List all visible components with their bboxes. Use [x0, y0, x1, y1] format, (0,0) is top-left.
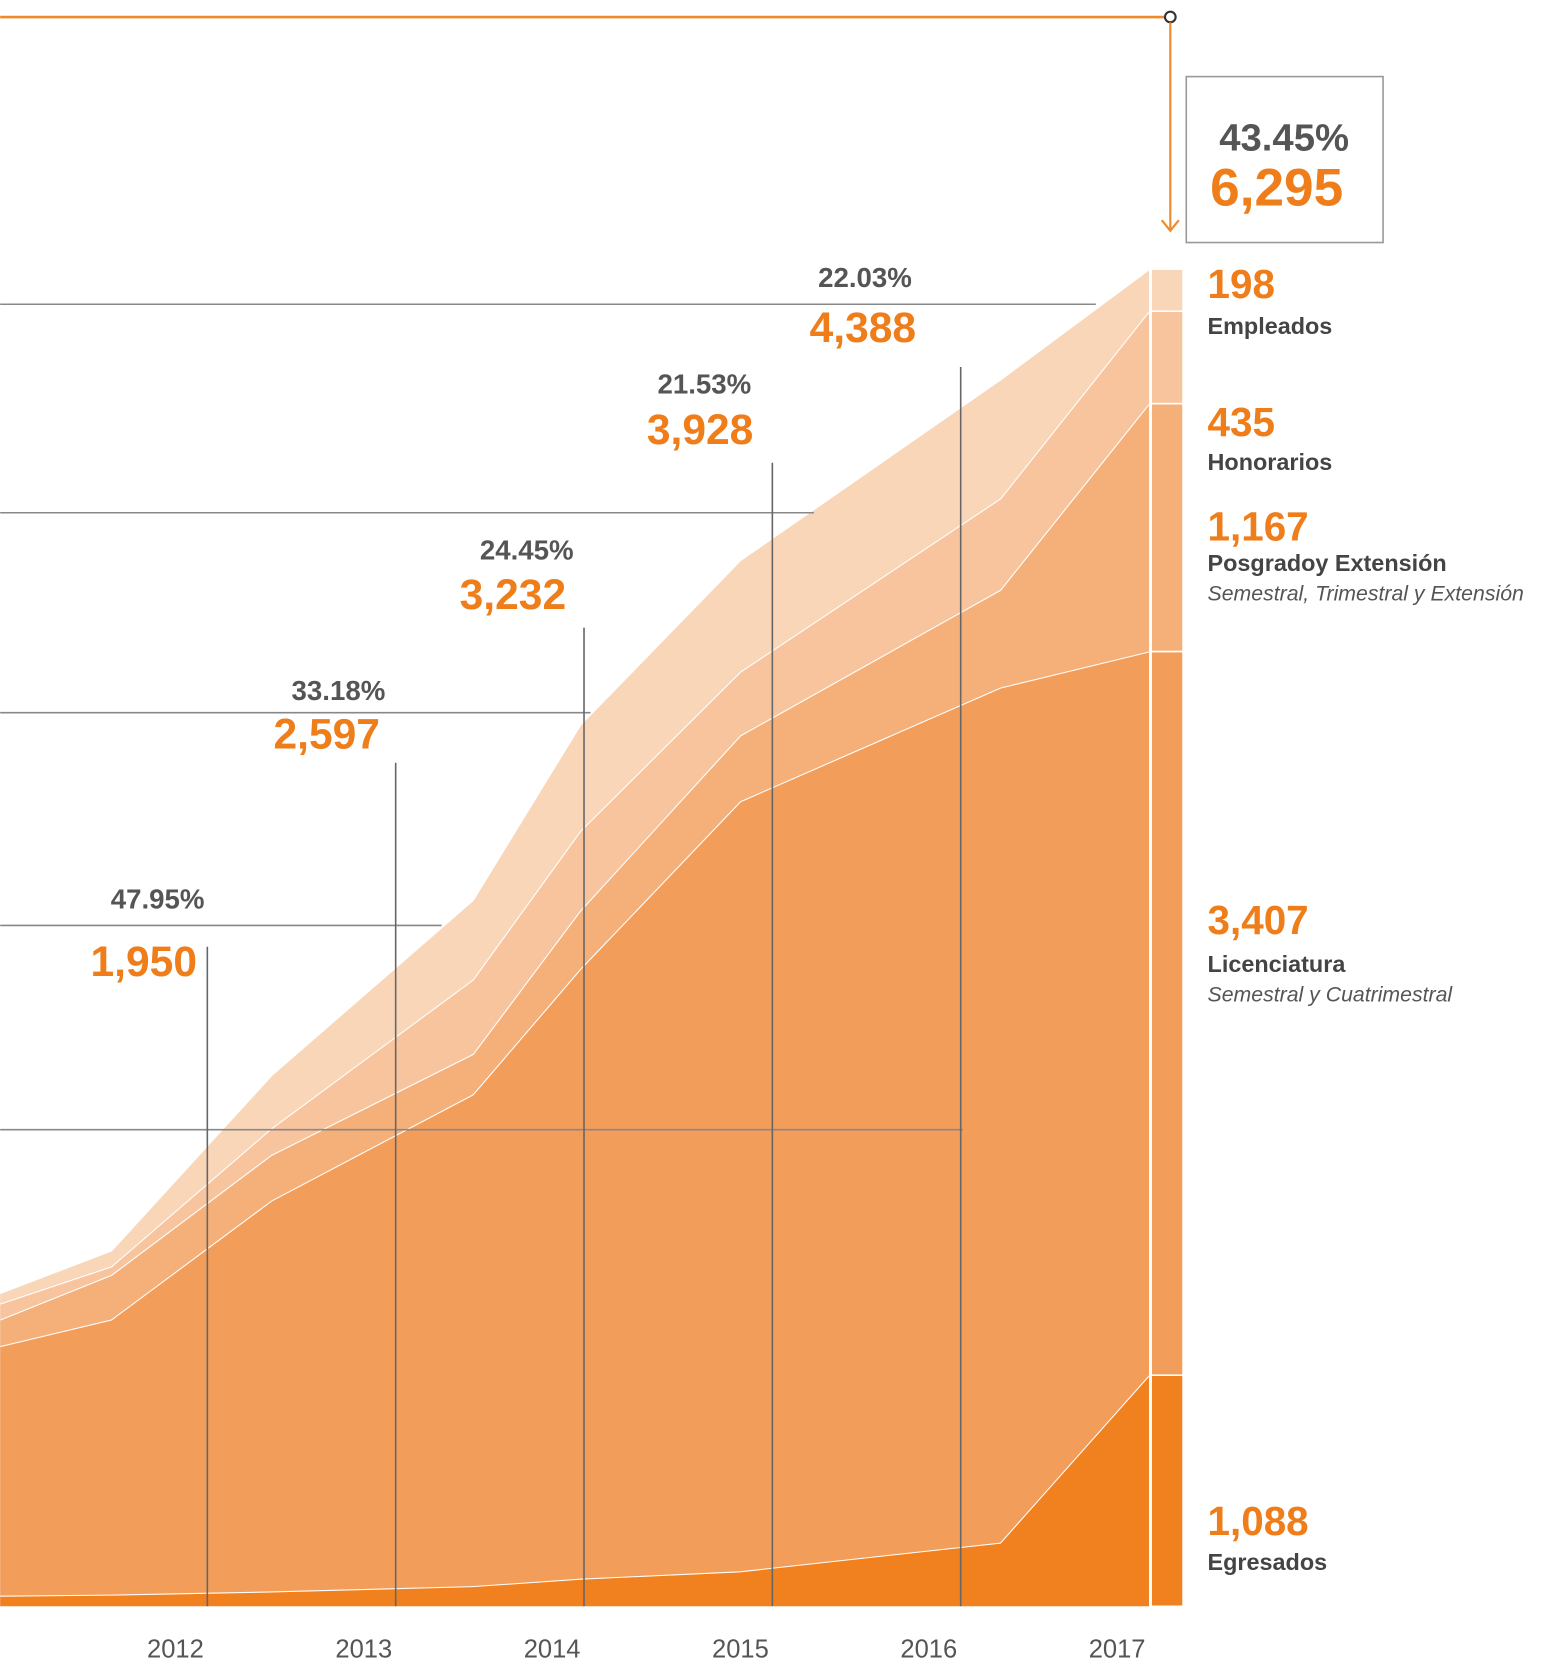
series-value: 435 — [1208, 399, 1275, 445]
annotation-percent: 21.53% — [658, 368, 752, 399]
x-tick-label: 2013 — [335, 1636, 392, 1664]
annotation-total: 3,232 — [460, 571, 566, 619]
x-tick-label: 2012 — [147, 1636, 204, 1664]
column-segment — [1150, 1374, 1184, 1608]
column-segment — [1150, 650, 1184, 1376]
legend-label: Licenciatura — [1208, 951, 1347, 977]
series-value: 198 — [1208, 261, 1275, 307]
annotation-total: 2,597 — [273, 710, 379, 758]
area-edge — [0, 268, 1150, 1294]
rule-dot — [1163, 10, 1177, 24]
annotation-total: 4,388 — [810, 304, 916, 352]
area — [0, 651, 1150, 1596]
arrow-head — [1160, 219, 1180, 233]
column-segment — [1150, 268, 1184, 312]
legend-sublabel: Semestral y Cuatrimestral — [1208, 982, 1454, 1006]
annotation-percent: 22.03% — [818, 262, 912, 293]
legend-label: Posgradoy Extensión — [1208, 550, 1447, 576]
x-tick-label: 2015 — [712, 1636, 769, 1664]
area — [0, 1375, 1150, 1607]
legend-label: Honorarios — [1208, 449, 1333, 475]
annotation-total: 3,928 — [647, 406, 753, 454]
x-tick-label: 2017 — [1089, 1636, 1146, 1664]
annotation-percent: 43.45% — [1219, 117, 1349, 160]
annotation-total: 6,295 — [1210, 159, 1343, 218]
total-box — [1185, 75, 1384, 244]
area — [0, 269, 1150, 1304]
column-segment — [1150, 402, 1184, 653]
annotation-percent: 33.18% — [292, 675, 386, 706]
annotation-percent: 24.45% — [480, 534, 574, 565]
legend-label: Egresados — [1208, 1549, 1328, 1575]
series-value: 1,167 — [1208, 503, 1309, 549]
x-tick-label: 2014 — [524, 1636, 581, 1664]
series-value: 1,088 — [1208, 1498, 1309, 1544]
annotation-total: 1,950 — [91, 938, 197, 986]
legend-sublabel: Semestral, Trimestral y Extensión — [1208, 581, 1524, 605]
annotation-percent: 47.95% — [111, 883, 205, 914]
x-tick-label: 2016 — [900, 1636, 957, 1664]
column-segment — [1150, 310, 1184, 405]
series-value: 3,407 — [1208, 897, 1309, 943]
legend-label: Empleados — [1208, 313, 1333, 339]
